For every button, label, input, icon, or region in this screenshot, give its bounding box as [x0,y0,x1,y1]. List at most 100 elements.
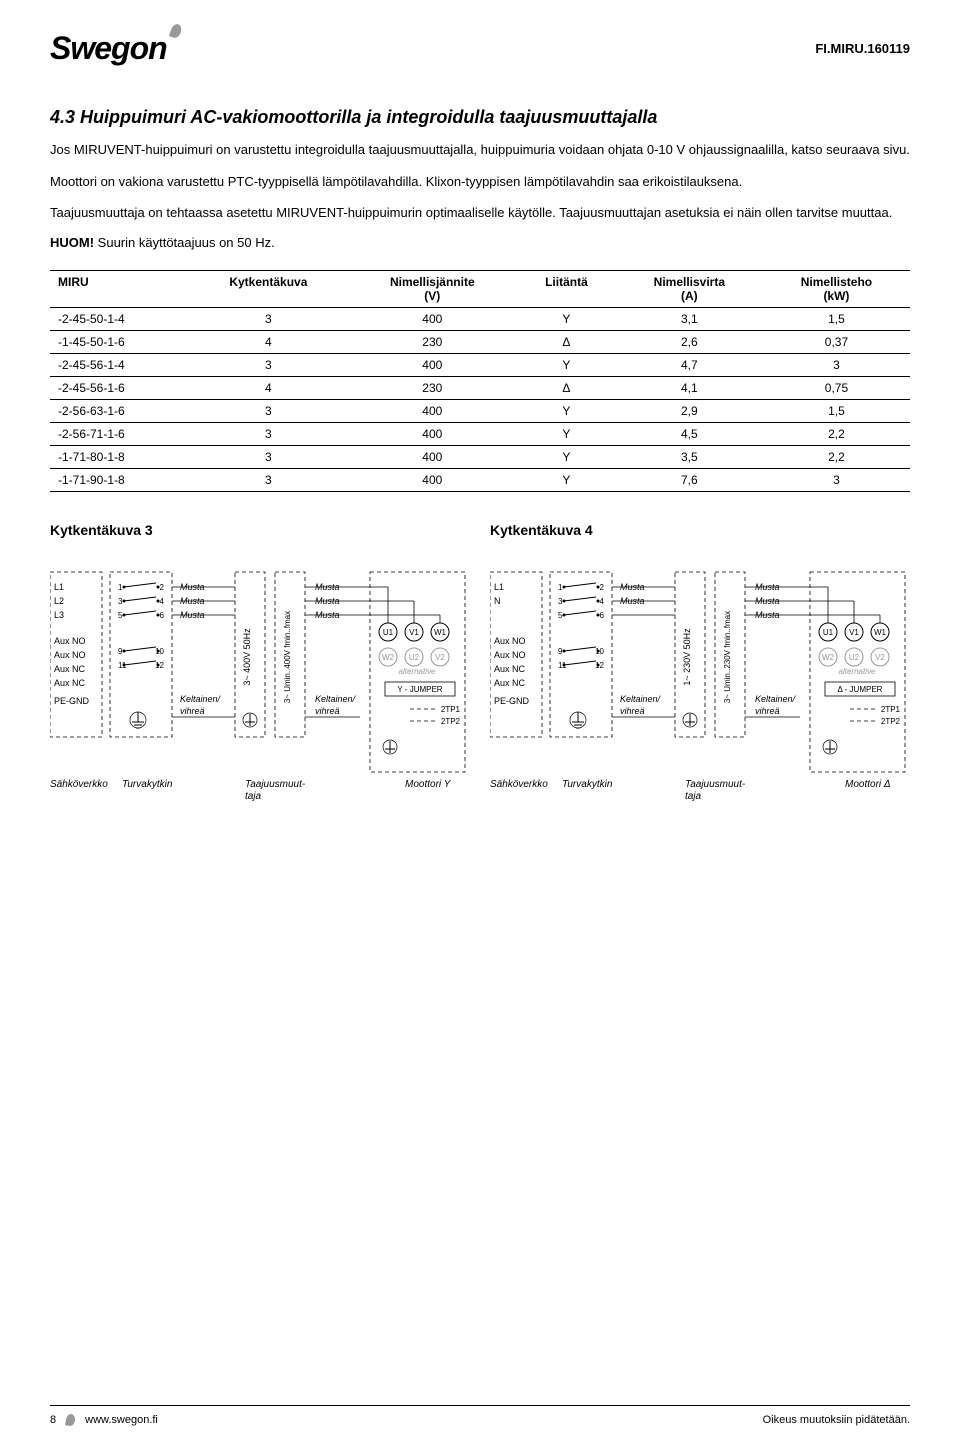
leaf-icon [65,1413,76,1426]
table-cell: 4,7 [616,353,763,376]
table-cell: Y [517,307,616,330]
svg-text:11: 11 [118,661,127,670]
svg-text:L3: L3 [54,610,64,620]
col-header: Nimellisvirta(A) [616,270,763,307]
svg-text:Aux NO: Aux NO [54,650,86,660]
table-cell: Y [517,445,616,468]
svg-text:Keltainen/: Keltainen/ [620,694,662,704]
table-cell: 400 [348,353,518,376]
table-cell: 4,5 [616,422,763,445]
page-number: 8 [50,1414,56,1426]
table-cell: Δ [517,376,616,399]
svg-text:V2: V2 [875,653,885,662]
svg-text:Aux NC: Aux NC [54,678,86,688]
col-header: Liitäntä [517,270,616,307]
page-header: Swegon FI.MIRU.160119 [50,30,910,67]
svg-text:12: 12 [155,661,164,670]
table-cell: -1-71-80-1-8 [50,445,189,468]
table-cell: 4 [189,376,347,399]
svg-text:1~ 230V 50Hz: 1~ 230V 50Hz [682,627,692,685]
svg-text:3~ Umin..400V fmin..fmax: 3~ Umin..400V fmin..fmax [283,610,292,702]
svg-text:Aux NO: Aux NO [494,636,526,646]
footer-left: 8 www.swegon.fi [50,1414,158,1426]
svg-text:6: 6 [160,611,165,620]
table-row: -2-45-56-1-64230Δ4,10,75 [50,376,910,399]
svg-text:U2: U2 [409,653,420,662]
svg-text:9: 9 [558,647,563,656]
svg-text:V2: V2 [435,653,445,662]
svg-text:Taajuusmuut-: Taajuusmuut- [685,779,746,790]
diagram-4-svg: L1NAux NOAux NOAux NCAux NCPE-GND1234569… [490,562,910,822]
svg-text:4: 4 [160,597,165,606]
table-cell: 0,37 [763,330,910,353]
paragraph-1: Jos MIRUVENT-huippuimuri on varustettu i… [50,140,910,160]
svg-text:Keltainen/: Keltainen/ [755,694,797,704]
table-cell: Y [517,353,616,376]
table-row: -2-56-71-1-63400Y4,52,2 [50,422,910,445]
table-cell: 3 [189,445,347,468]
table-cell: 7,6 [616,468,763,491]
svg-text:12: 12 [595,661,604,670]
table-cell: 3 [189,399,347,422]
svg-text:Sähköverkko: Sähköverkko [490,779,548,790]
svg-text:5: 5 [558,611,563,620]
table-cell: -1-45-50-1-6 [50,330,189,353]
svg-text:3~ Umin..230V fmin..fmax: 3~ Umin..230V fmin..fmax [723,610,732,702]
diagram-4-title: Kytkentäkuva 4 [490,522,910,538]
table-cell: 400 [348,468,518,491]
table-cell: 3,5 [616,445,763,468]
svg-text:3~ 400V 50Hz: 3~ 400V 50Hz [242,627,252,685]
svg-text:W1: W1 [434,628,447,637]
table-cell: -2-45-56-1-6 [50,376,189,399]
svg-text:Y - JUMPER: Y - JUMPER [397,685,442,694]
svg-text:4: 4 [600,597,605,606]
svg-text:L1: L1 [494,582,504,592]
svg-text:Keltainen/: Keltainen/ [180,694,222,704]
logo: Swegon [50,30,167,67]
paragraph-3: Taajuusmuuttaja on tehtaassa asetettu MI… [50,203,910,223]
svg-text:Moottori Δ: Moottori Δ [845,779,891,790]
svg-text:2: 2 [160,583,165,592]
diagram-3: Kytkentäkuva 3 L1L2L3Aux NOAux NOAux NCA… [50,522,470,827]
svg-text:N: N [494,596,501,606]
table-cell: 2,9 [616,399,763,422]
svg-text:5: 5 [118,611,123,620]
table-cell: 1,5 [763,399,910,422]
svg-text:Turvakytkin: Turvakytkin [562,779,613,790]
table-cell: 400 [348,445,518,468]
doc-id: FI.MIRU.160119 [815,41,910,56]
table-cell: Y [517,468,616,491]
svg-text:U2: U2 [849,653,860,662]
table-cell: 2,2 [763,422,910,445]
table-cell: Y [517,399,616,422]
svg-text:vihreä: vihreä [315,706,340,716]
table-cell: -2-56-63-1-6 [50,399,189,422]
table-cell: 230 [348,376,518,399]
table-cell: 3,1 [616,307,763,330]
svg-text:alternative: alternative [399,667,436,676]
table-cell: 4,1 [616,376,763,399]
diagram-4: Kytkentäkuva 4 L1NAux NOAux NOAux NCAux … [490,522,910,827]
svg-text:Aux NC: Aux NC [494,678,526,688]
table-cell: Δ [517,330,616,353]
svg-text:V1: V1 [409,628,419,637]
table-cell: 4 [189,330,347,353]
table-cell: 3 [763,353,910,376]
svg-text:Sähköverkko: Sähköverkko [50,779,108,790]
svg-text:Aux NO: Aux NO [54,636,86,646]
table-cell: 2,2 [763,445,910,468]
table-cell: 230 [348,330,518,353]
table-row: -1-71-90-1-83400Y7,63 [50,468,910,491]
svg-text:L1: L1 [54,582,64,592]
svg-text:PE-GND: PE-GND [54,696,90,706]
svg-text:U1: U1 [383,628,394,637]
table-row: -1-71-80-1-83400Y3,52,2 [50,445,910,468]
svg-text:vihreä: vihreä [180,706,205,716]
svg-text:Δ - JUMPER: Δ - JUMPER [838,685,883,694]
table-cell: 3 [189,468,347,491]
svg-text:2TP2: 2TP2 [881,717,901,726]
table-row: -2-45-56-1-43400Y4,73 [50,353,910,376]
col-header: Kytkentäkuva [189,270,347,307]
svg-text:11: 11 [558,661,567,670]
table-cell: 3 [189,307,347,330]
